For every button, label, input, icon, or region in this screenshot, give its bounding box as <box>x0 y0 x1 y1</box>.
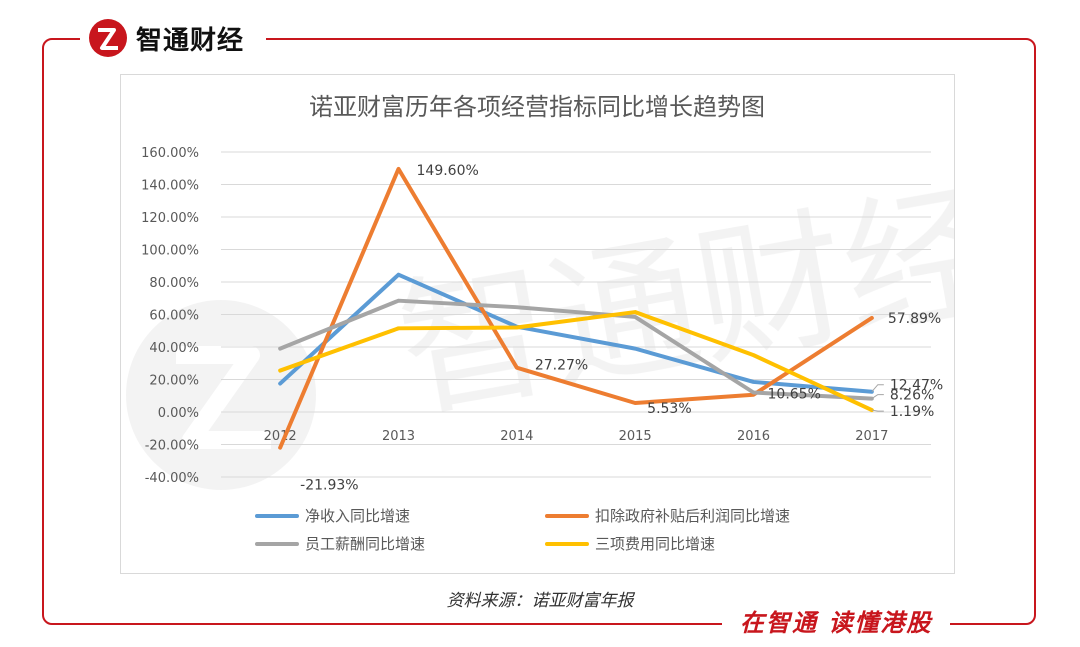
line-chart: 智通财经 诺亚财富历年各项经营指标同比增长趋势图 160.00%140.00%1… <box>126 93 1008 553</box>
zhitong-logo-icon <box>89 19 127 57</box>
x-axis-ticks: 2012 2013 2014 2015 2016 2017 <box>264 429 889 444</box>
x-tick-label: 2015 <box>619 429 652 444</box>
source-note: 资料来源：诺亚财富年报 <box>446 591 634 611</box>
label-leader-line <box>871 409 884 412</box>
legend-label: 三项费用同比增速 <box>595 535 715 553</box>
x-tick-label: 2014 <box>500 429 533 444</box>
y-tick-label: 0.00% <box>158 406 199 421</box>
data-labels: 12.47% -21.93% 149.60% 27.27% 5.53% 10.65% 57.… <box>300 163 943 494</box>
data-label: 12.47% <box>890 378 943 394</box>
data-label: 149.60% <box>417 163 479 179</box>
chart-container: 智通财经 诺亚财富历年各项经营指标同比增长趋势图 160.00% 140.00% 1… <box>120 74 1008 574</box>
y-tick-label: -40.00% <box>145 471 199 486</box>
brand-name: 智通财经 <box>136 25 245 56</box>
chart-title: 诺亚财富历年各项经营指标同比增长趋势图 <box>309 93 765 121</box>
label-leader-line <box>871 384 884 393</box>
data-label: 8.26% <box>890 388 934 404</box>
y-tick-label: 40.00% <box>149 341 199 356</box>
y-tick-label: 60.00% <box>149 309 199 324</box>
data-label: 1.19% <box>890 404 934 420</box>
x-tick-label: 2012 <box>264 429 297 444</box>
legend-label: 员工薪酬同比增速 <box>305 535 425 553</box>
label-leader-line <box>871 394 884 399</box>
y-tick-label: 120.00% <box>141 211 199 226</box>
data-label: 27.27% <box>535 358 588 374</box>
brand-header: 智通财经 <box>80 14 267 62</box>
data-label: 57.89% <box>888 311 941 327</box>
series-line-4 <box>278 310 874 413</box>
y-tick-label: 160.00% <box>141 146 199 161</box>
data-label: 10.65% <box>768 387 821 403</box>
y-tick-label: 20.00% <box>149 374 199 389</box>
y-tick-label: -20.00% <box>145 439 199 454</box>
gridlines <box>221 151 931 478</box>
data-label: 5.53% <box>647 401 691 417</box>
x-tick-label: 2013 <box>382 429 415 444</box>
legend-label: 净收入同比增速 <box>305 507 410 525</box>
series-line-2 <box>278 166 874 450</box>
slogan: 在智通 读懂港股 <box>722 602 951 638</box>
series-line-3 <box>278 298 874 401</box>
legend-label: 扣除政府补贴后利润同比增速 <box>595 507 790 525</box>
y-tick-label: 140.00% <box>141 179 199 194</box>
y-axis-ticks: 160.00% 140.00% 120.00% 100.00% 80.00% 60.00%… <box>141 146 199 486</box>
series-lines <box>278 166 874 450</box>
watermark: 智通财经 <box>126 165 1008 490</box>
data-label: -21.93% <box>300 478 358 494</box>
y-tick-label: 80.00% <box>149 276 199 291</box>
y-tick-label: 100.00% <box>141 244 199 259</box>
outer-frame <box>42 38 1036 625</box>
x-tick-label: 2016 <box>737 429 770 444</box>
x-tick-label: 2017 <box>855 429 888 444</box>
